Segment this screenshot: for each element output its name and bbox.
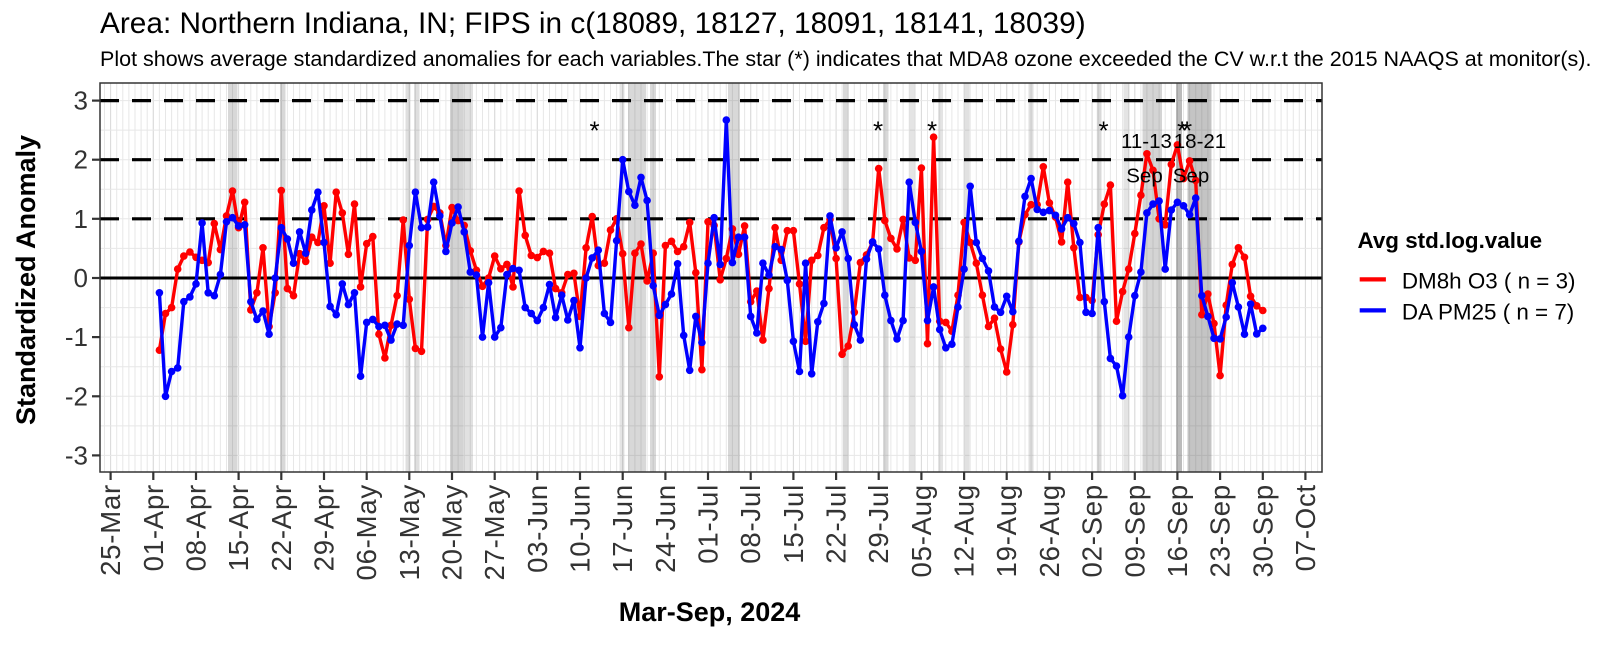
- svg-text:03-Jun: 03-Jun: [522, 484, 553, 573]
- svg-text:Sep: Sep: [1126, 165, 1162, 188]
- svg-text:17-Jun: 17-Jun: [607, 484, 638, 573]
- svg-text:29-Jul: 29-Jul: [863, 484, 894, 564]
- svg-text:01-Jul: 01-Jul: [693, 484, 724, 564]
- svg-text:15-Apr: 15-Apr: [223, 484, 254, 571]
- svg-text:13-May: 13-May: [394, 484, 425, 581]
- svg-text:08-Apr: 08-Apr: [181, 484, 212, 571]
- svg-text:Mar-Sep, 2024: Mar-Sep, 2024: [619, 597, 801, 627]
- svg-text:*: *: [1177, 116, 1187, 146]
- svg-text:18-21: 18-21: [1174, 130, 1226, 153]
- svg-text:01-Apr: 01-Apr: [138, 484, 169, 571]
- svg-text:1: 1: [74, 204, 88, 234]
- svg-text:06-May: 06-May: [351, 484, 382, 581]
- svg-text:*: *: [873, 116, 883, 146]
- svg-text:19-Aug: 19-Aug: [991, 484, 1022, 577]
- svg-text:20-May: 20-May: [437, 484, 468, 581]
- svg-text:-2: -2: [65, 381, 88, 411]
- svg-text:*: *: [1098, 116, 1108, 146]
- svg-text:*: *: [589, 116, 599, 146]
- svg-text:30-Sep: 30-Sep: [1247, 484, 1278, 577]
- svg-text:15-Jul: 15-Jul: [778, 484, 809, 564]
- svg-text:Area: Northern Indiana, IN; FI: Area: Northern Indiana, IN; FIPS in c(18…: [100, 7, 1086, 40]
- svg-text:0: 0: [74, 263, 88, 293]
- svg-text:02-Sep: 02-Sep: [1077, 484, 1108, 577]
- svg-text:*: *: [927, 116, 937, 146]
- svg-text:22-Jul: 22-Jul: [821, 484, 852, 564]
- svg-text:22-Apr: 22-Apr: [266, 484, 297, 571]
- svg-text:-1: -1: [65, 322, 88, 352]
- svg-text:*: *: [1182, 116, 1192, 146]
- svg-text:12-Aug: 12-Aug: [949, 484, 980, 577]
- svg-text:10-Jun: 10-Jun: [565, 484, 596, 573]
- svg-text:24-Jun: 24-Jun: [650, 484, 681, 573]
- svg-text:29-Apr: 29-Apr: [309, 484, 340, 571]
- svg-text:DA PM25 ( n = 7): DA PM25 ( n = 7): [1402, 299, 1574, 324]
- svg-text:Plot shows average standardize: Plot shows average standardized anomalie…: [100, 47, 1591, 71]
- svg-text:07-Oct: 07-Oct: [1290, 484, 1321, 571]
- svg-text:08-Jul: 08-Jul: [735, 484, 766, 564]
- svg-text:09-Sep: 09-Sep: [1119, 484, 1150, 577]
- svg-text:16-Sep: 16-Sep: [1162, 484, 1193, 577]
- svg-text:3: 3: [74, 86, 88, 116]
- svg-text:-3: -3: [65, 440, 88, 470]
- svg-text:2: 2: [74, 145, 88, 175]
- svg-text:05-Aug: 05-Aug: [906, 484, 937, 577]
- svg-text:27-May: 27-May: [479, 484, 510, 581]
- svg-text:DM8h O3 ( n = 3): DM8h O3 ( n = 3): [1402, 268, 1576, 293]
- svg-text:11-13: 11-13: [1121, 130, 1172, 153]
- svg-text:25-Mar: 25-Mar: [95, 484, 126, 576]
- svg-text:23-Sep: 23-Sep: [1205, 484, 1236, 577]
- svg-text:Standardized Anomaly: Standardized Anomaly: [11, 135, 41, 425]
- svg-text:Sep: Sep: [1173, 165, 1209, 188]
- svg-text:26-Aug: 26-Aug: [1034, 484, 1065, 577]
- svg-text:Avg std.log.value: Avg std.log.value: [1358, 228, 1543, 253]
